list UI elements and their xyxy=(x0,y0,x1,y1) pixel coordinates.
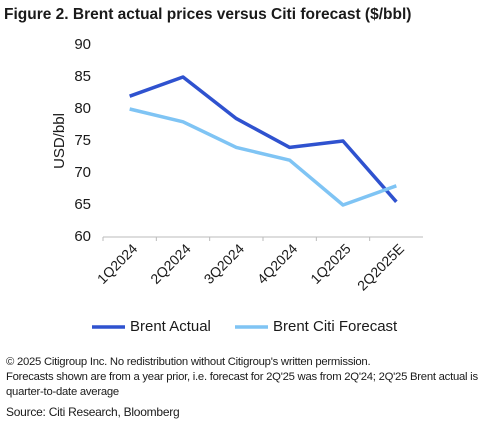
y-axis-label: USD/bbl xyxy=(51,113,68,169)
y-tick-label: 90 xyxy=(74,36,91,53)
source: Source: Citi Research, Bloomberg xyxy=(6,405,180,419)
y-tick-label: 85 xyxy=(74,68,91,85)
note: Forecasts shown are from a year prior, i… xyxy=(6,371,478,398)
y-tick-label: 80 xyxy=(74,100,91,117)
x-tick-label: 4Q2024 xyxy=(254,240,301,287)
legend-label: Brent Citi Forecast xyxy=(273,318,398,335)
x-tick-label: 1Q2024 xyxy=(94,240,141,287)
series-line xyxy=(129,107,397,207)
footnotes: © 2025 Citigroup Inc. No redistribution … xyxy=(6,355,478,420)
note: © 2025 Citigroup Inc. No redistribution … xyxy=(6,356,371,368)
series-line xyxy=(129,75,398,203)
y-tick-label: 75 xyxy=(74,132,91,149)
chart: Figure 2. Brent actual prices versus Cit… xyxy=(4,6,423,335)
y-tick-label: 70 xyxy=(74,164,91,181)
y-tick-label: 60 xyxy=(74,228,91,245)
chart-title: Figure 2. Brent actual prices versus Cit… xyxy=(4,6,411,23)
x-tick-label: 2Q2024 xyxy=(147,240,194,287)
x-tick-label: 3Q2024 xyxy=(201,240,248,287)
y-tick-label: 65 xyxy=(74,196,91,213)
x-tick-label: 2Q2025E xyxy=(354,240,407,293)
x-tick-label: 1Q2025 xyxy=(307,240,354,287)
legend-label: Brent Actual xyxy=(130,318,211,335)
